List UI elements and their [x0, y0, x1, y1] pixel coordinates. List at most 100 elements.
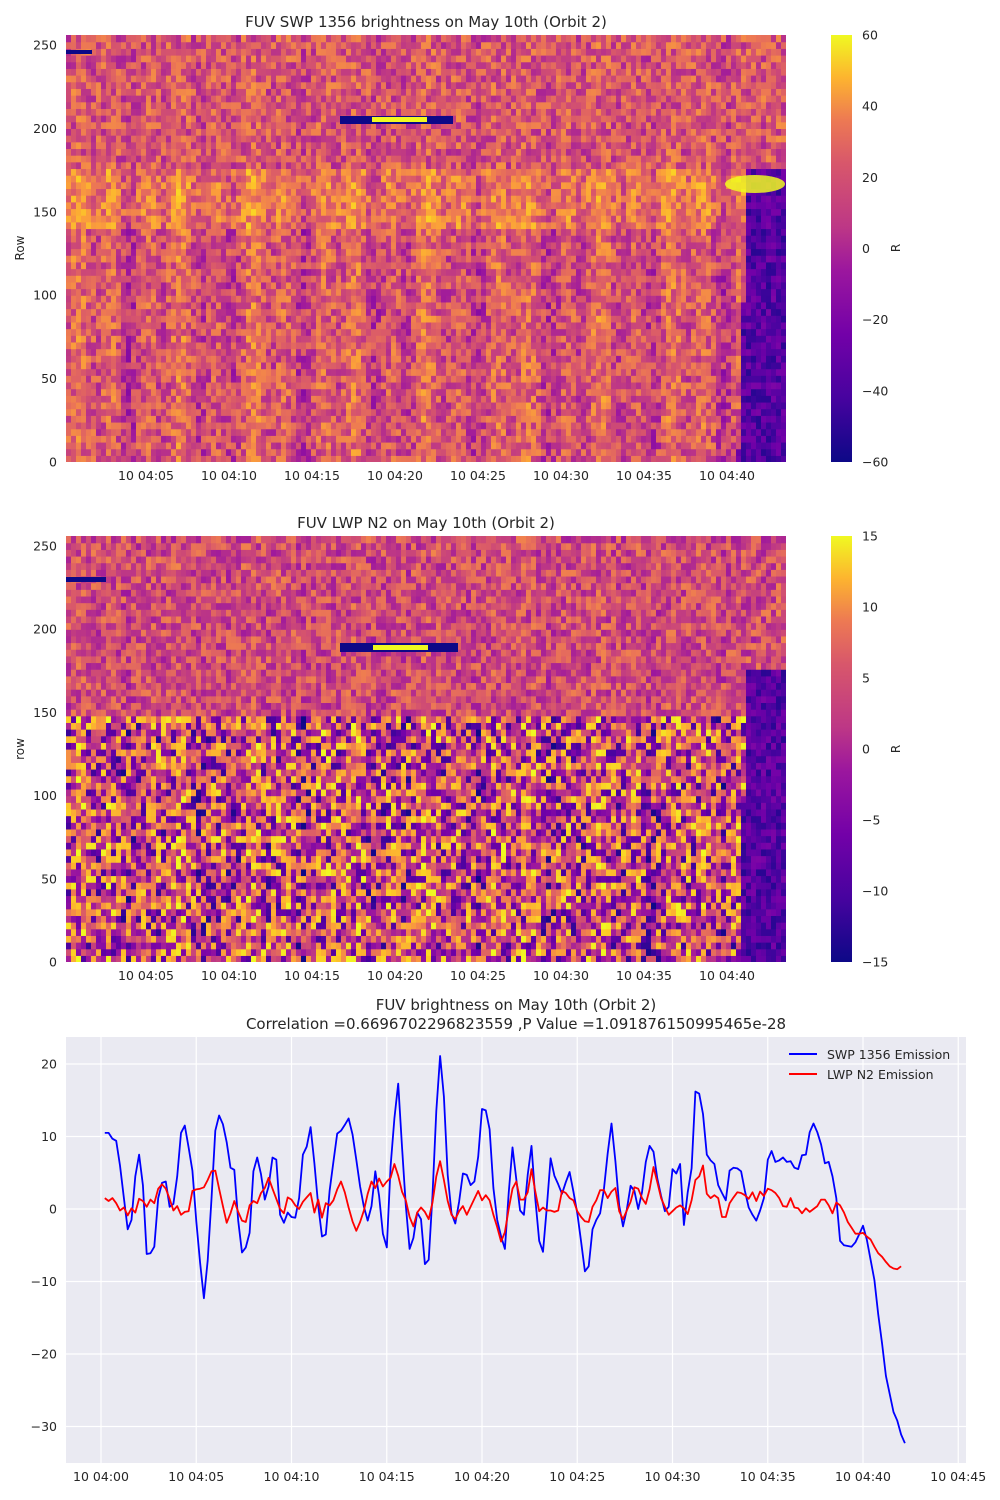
heatmap-cell	[176, 281, 182, 290]
heatmap-cell	[216, 355, 222, 363]
heatmap-cell	[216, 181, 222, 190]
heatmap-cell	[271, 421, 277, 430]
heatmap-cell	[396, 255, 402, 263]
heatmap-cell	[216, 401, 222, 410]
heatmap-cell	[436, 421, 442, 430]
heatmap-cell	[316, 208, 322, 216]
heatmap-cell	[186, 275, 192, 283]
heatmap-cell	[271, 261, 277, 270]
heatmap-cell	[166, 281, 172, 290]
heatmap-cell	[421, 281, 427, 290]
heatmap-cell	[326, 441, 332, 450]
heatmap-cell	[131, 355, 137, 363]
heatmap-cell	[206, 161, 212, 170]
heatmap-cell	[431, 121, 437, 129]
heatmap-cell	[161, 35, 167, 43]
heatmap-cell	[421, 321, 427, 330]
heatmap-cell	[421, 181, 427, 190]
heatmap-cell	[201, 115, 207, 123]
heatmap-cell	[126, 341, 132, 350]
heatmap-cell	[401, 88, 407, 96]
heatmap-cell	[266, 261, 272, 270]
heatmap-cell	[221, 48, 227, 56]
heatmap-cell	[161, 335, 167, 343]
heatmap-cell	[106, 221, 112, 230]
heatmap-cell	[196, 435, 202, 443]
heatmap-cell	[176, 241, 182, 250]
heatmap-cell	[121, 201, 127, 210]
heatmap-cell	[186, 368, 192, 376]
heatmap-cell	[301, 181, 307, 190]
heatmap-cell	[311, 235, 317, 243]
heatmap-cell	[271, 115, 277, 123]
heatmap-cell	[81, 301, 87, 310]
heatmap-cell	[181, 241, 187, 250]
heatmap-cell	[236, 221, 242, 230]
heatmap-cell	[86, 101, 92, 109]
heatmap-cell	[326, 221, 332, 230]
heatmap-cell	[376, 321, 382, 330]
heatmap-cell	[191, 188, 197, 196]
heatmap-cell	[326, 401, 332, 410]
heatmap-cell	[196, 368, 202, 376]
heatmap-cell	[236, 135, 242, 143]
heatmap-cell	[106, 268, 112, 276]
heatmap-cell	[181, 455, 187, 462]
heatmap-cell	[156, 455, 162, 462]
heatmap-cell	[291, 241, 297, 250]
heatmap-cell	[106, 201, 112, 210]
heatmap-cell	[441, 135, 447, 143]
heatmap-cell	[426, 355, 432, 363]
heatmap-cell	[361, 215, 367, 223]
heatmap-cell	[256, 295, 262, 303]
heatmap-cell	[411, 348, 417, 356]
heatmap-cell	[96, 428, 102, 436]
heatmap-cell	[96, 268, 102, 276]
heatmap-cell	[156, 241, 162, 250]
heatmap-cell	[291, 201, 297, 210]
heatmap-cell	[341, 241, 347, 250]
heatmap-cell	[401, 455, 407, 462]
heatmap-cell	[81, 255, 87, 263]
heatmap-cell	[416, 48, 422, 56]
heatmap-cell	[71, 328, 77, 336]
heatmap-cell	[406, 61, 412, 69]
heatmap-cell	[366, 288, 372, 296]
heatmap-cell	[321, 255, 327, 263]
heatmap-cell	[376, 48, 382, 56]
heatmap-cell	[166, 228, 172, 236]
heatmap-cell	[211, 388, 217, 396]
heatmap-cell	[236, 395, 242, 403]
heatmap-cell	[126, 61, 132, 69]
heatmap-cell	[216, 448, 222, 456]
heatmap-cell	[326, 375, 332, 383]
heatmap-cell	[331, 35, 337, 43]
heatmap-cell	[91, 301, 97, 310]
heatmap-cell	[401, 381, 407, 390]
heatmap-cell	[321, 281, 327, 290]
heatmap-cell	[141, 235, 147, 243]
heatmap-cell	[226, 68, 232, 76]
heatmap-cell	[81, 275, 87, 283]
heatmap-cell	[436, 255, 442, 263]
heatmap-cell	[81, 341, 87, 350]
heatmap-cell	[361, 168, 367, 176]
heatmap-cell	[276, 215, 282, 223]
heatmap-cell	[201, 408, 207, 416]
heatmap-cell	[316, 428, 322, 436]
heatmap-cell	[391, 248, 397, 256]
heatmap-cell	[181, 61, 187, 69]
heatmap-cell	[361, 221, 367, 230]
heatmap-cell	[326, 428, 332, 436]
heatmap-cell	[421, 35, 427, 43]
heatmap-cell	[131, 275, 137, 283]
heatmap-cell	[101, 115, 107, 123]
heatmap-cell	[351, 188, 357, 196]
heatmap-cell	[186, 335, 192, 343]
heatmap-cell	[316, 395, 322, 403]
heatmap-cell	[396, 275, 402, 283]
heatmap-cell	[366, 81, 372, 89]
heatmap-cell	[221, 255, 227, 263]
heatmap-cell	[361, 415, 367, 423]
heatmap-cell	[246, 35, 252, 43]
